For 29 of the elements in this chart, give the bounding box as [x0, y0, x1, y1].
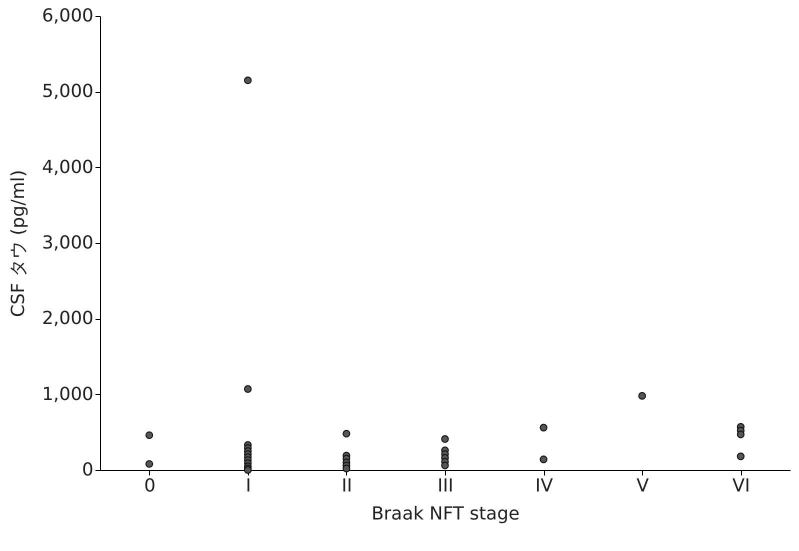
point — [540, 456, 548, 464]
y-tick-label: 4,000 — [42, 156, 94, 178]
point — [145, 460, 154, 468]
x-tick-label: 0 — [144, 476, 156, 496]
point — [736, 430, 745, 438]
x-axis-title: Braak NFT stage — [371, 504, 520, 524]
point — [244, 385, 252, 393]
point — [244, 76, 252, 84]
point — [441, 462, 449, 470]
x-tick-label: IV — [535, 476, 554, 496]
y-tick-label: 3,000 — [42, 232, 94, 254]
point — [540, 424, 548, 432]
point — [145, 431, 154, 440]
x-tick-label: V — [636, 476, 650, 496]
point — [736, 452, 745, 460]
point — [441, 435, 449, 443]
point — [342, 464, 350, 472]
x-tick-label: III — [438, 476, 454, 496]
x-tick-label: I — [246, 476, 252, 496]
y-tick-label: 0 — [82, 460, 94, 480]
y-tick-label: 6,000 — [42, 6, 94, 26]
y-axis-title: CSF タウ (pg/ml) — [8, 170, 29, 318]
x-tick-label: VI — [732, 476, 750, 496]
y-tick-label: 1,000 — [42, 384, 94, 405]
y-tick-label: 2,000 — [42, 308, 94, 330]
y-tick-label: 5,000 — [42, 81, 94, 102]
x-tick-label: II — [342, 476, 352, 496]
point — [638, 392, 646, 400]
point — [342, 430, 350, 438]
